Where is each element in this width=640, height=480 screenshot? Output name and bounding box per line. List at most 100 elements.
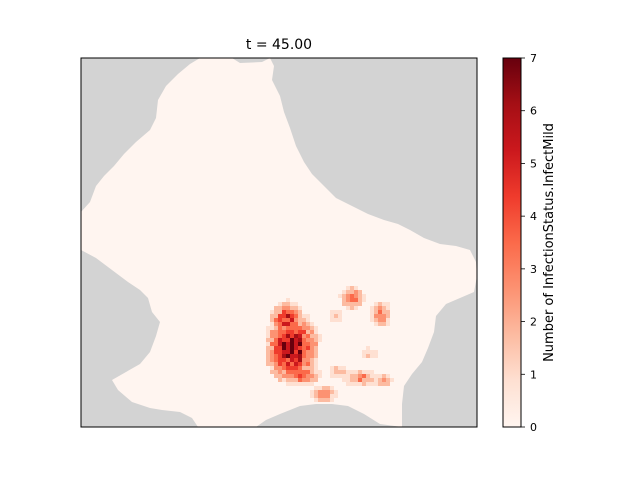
heatmap-cell <box>378 310 382 314</box>
heatmap-cell <box>294 330 298 334</box>
heatmap-cell <box>378 302 382 306</box>
heatmap-cell <box>302 326 306 330</box>
heatmap-cell <box>266 354 270 358</box>
heatmap-cell <box>302 334 306 338</box>
heatmap-cell <box>298 318 302 322</box>
heatmap-cell <box>346 286 350 290</box>
heatmap-cell <box>310 370 314 374</box>
heatmap-cell <box>374 350 378 354</box>
heatmap-cell <box>274 354 278 358</box>
heatmap-cell <box>330 374 334 378</box>
heatmap-cell <box>266 358 270 362</box>
heatmap-cell <box>270 334 274 338</box>
heatmap-cell <box>362 294 366 298</box>
heatmap-cell <box>334 370 338 374</box>
heatmap-cell <box>306 338 310 342</box>
heatmap-cell <box>386 310 390 314</box>
heatmap-cell <box>274 318 278 322</box>
heatmap-cell <box>290 378 294 382</box>
heatmap-cell <box>282 366 286 370</box>
heatmap-cell <box>366 378 370 382</box>
heatmap-cell <box>342 294 346 298</box>
heatmap-cell <box>302 338 306 342</box>
heatmap-cell <box>282 302 286 306</box>
heatmap-cell <box>310 358 314 362</box>
heatmap-cell <box>374 310 378 314</box>
heatmap-cell <box>270 310 274 314</box>
heatmap-cell <box>386 382 390 386</box>
heatmap-cell <box>278 366 282 370</box>
heatmap-cell <box>302 314 306 318</box>
map-axes <box>81 58 477 427</box>
heatmap-cell <box>290 326 294 330</box>
colorbar <box>503 58 521 427</box>
heatmap-cell <box>330 390 334 394</box>
heatmap-cell <box>386 378 390 382</box>
heatmap-cell <box>366 346 370 350</box>
heatmap-cell <box>322 394 326 398</box>
heatmap-cell <box>294 370 298 374</box>
heatmap-cell <box>290 342 294 346</box>
heatmap-cell <box>286 370 290 374</box>
heatmap-cell <box>362 298 366 302</box>
heatmap-cell <box>358 374 362 378</box>
heatmap-cell <box>286 334 290 338</box>
heatmap-cell <box>282 362 286 366</box>
heatmap-cell <box>310 334 314 338</box>
heatmap-cell <box>354 290 358 294</box>
heatmap-cell <box>274 310 278 314</box>
heatmap-cell <box>302 346 306 350</box>
heatmap-cell <box>334 390 338 394</box>
heatmap-cell <box>278 318 282 322</box>
heatmap-cell <box>270 314 274 318</box>
heatmap-cell <box>370 378 374 382</box>
heatmap-cell <box>338 374 342 378</box>
heatmap-cell <box>326 398 330 402</box>
heatmap-cell <box>310 394 314 398</box>
heatmap-cell <box>310 326 314 330</box>
heatmap-cell <box>370 314 374 318</box>
heatmap-cell <box>278 378 282 382</box>
heatmap-cell <box>290 330 294 334</box>
heatmap-cell <box>314 378 318 382</box>
heatmap-cell <box>310 342 314 346</box>
heatmap-cell <box>318 390 322 394</box>
heatmap-cell <box>278 350 282 354</box>
heatmap-cell <box>294 318 298 322</box>
heatmap-cell <box>338 366 342 370</box>
heatmap-cell <box>294 302 298 306</box>
heatmap-cell <box>370 374 374 378</box>
heatmap-cell <box>282 342 286 346</box>
colorbar-tick-label: 0 <box>530 421 537 434</box>
heatmap-cell <box>270 342 274 346</box>
heatmap-cell <box>270 318 274 322</box>
heatmap-cell <box>290 362 294 366</box>
heatmap-cell <box>270 362 274 366</box>
heatmap-cell <box>338 314 342 318</box>
heatmap-cell <box>382 302 386 306</box>
heatmap-cell <box>314 342 318 346</box>
heatmap-cell <box>350 302 354 306</box>
heatmap-cell <box>294 306 298 310</box>
heatmap-cell <box>286 318 290 322</box>
heatmap-cell <box>354 378 358 382</box>
heatmap-cell <box>278 314 282 318</box>
heatmap-cell <box>306 314 310 318</box>
heatmap-cell <box>382 306 386 310</box>
heatmap-cell <box>282 338 286 342</box>
heatmap-cell <box>302 374 306 378</box>
heatmap-cell <box>314 386 318 390</box>
heatmap-cell <box>382 378 386 382</box>
heatmap-cell <box>302 362 306 366</box>
heatmap-cell <box>386 314 390 318</box>
heatmap-cell <box>318 338 322 342</box>
heatmap-cell <box>330 318 334 322</box>
heatmap-cell <box>294 378 298 382</box>
map-frame <box>80 57 478 428</box>
heatmap-cell <box>354 286 358 290</box>
heatmap-cell <box>302 330 306 334</box>
heatmap-cell <box>278 322 282 326</box>
heatmap-cell <box>298 362 302 366</box>
heatmap-cell <box>266 334 270 338</box>
